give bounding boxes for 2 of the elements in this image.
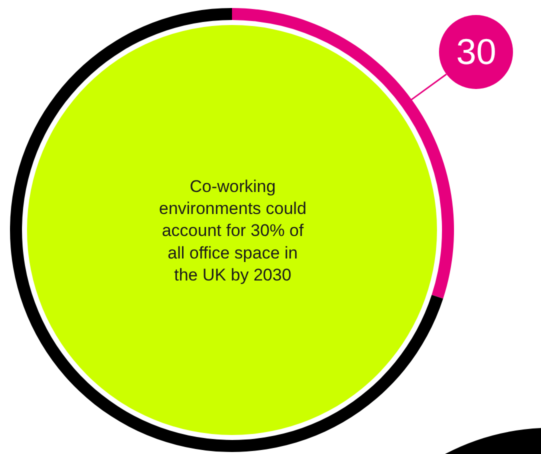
data-label: 30: [439, 15, 514, 90]
text: Co-working environments could account for 30% of all office space in the UK by 2030: [159, 177, 306, 284]
